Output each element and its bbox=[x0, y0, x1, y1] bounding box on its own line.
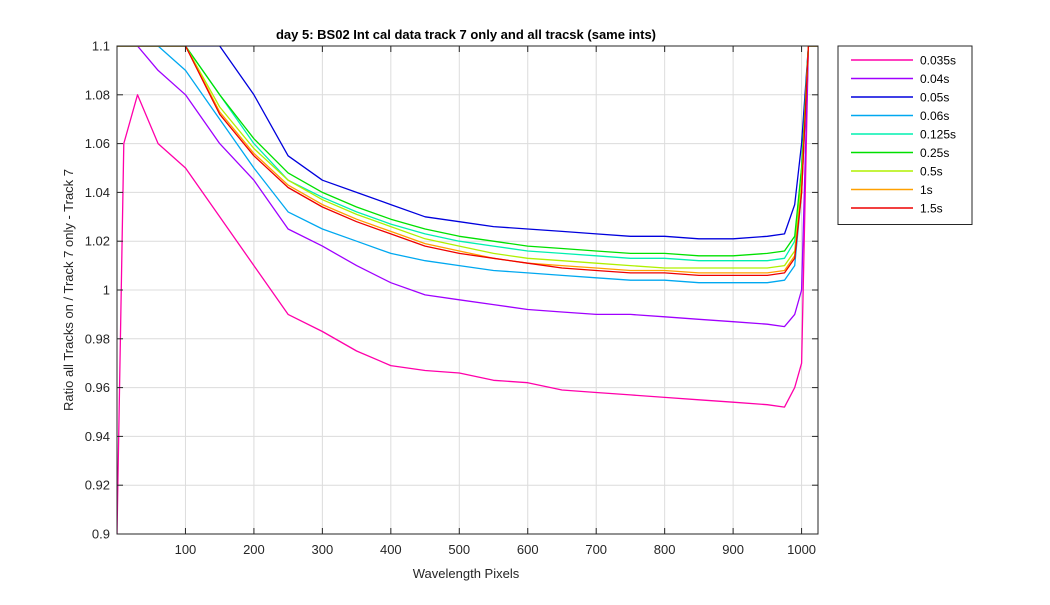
legend-entry: 0.06s bbox=[920, 109, 949, 123]
series-line-0.05s bbox=[117, 46, 818, 240]
legend-entry: 0.04s bbox=[920, 72, 949, 86]
legend-entry: 0.5s bbox=[920, 165, 943, 179]
x-tick-label: 100 bbox=[175, 542, 197, 557]
y-tick-label: 1 bbox=[103, 283, 110, 298]
legend-entry: 1.5s bbox=[920, 202, 943, 216]
x-tick-label: 200 bbox=[243, 542, 265, 557]
y-axis-label: Ratio all Tracks on / Track 7 only - Tra… bbox=[61, 169, 76, 411]
y-tick-label: 1.06 bbox=[85, 136, 110, 151]
y-tick-label: 0.92 bbox=[85, 478, 110, 493]
y-tick-label: 1.1 bbox=[92, 39, 110, 54]
y-tick-label: 0.9 bbox=[92, 527, 110, 542]
series-line-0.06s bbox=[117, 46, 818, 284]
chart-title: day 5: BS02 Int cal data track 7 only an… bbox=[276, 27, 656, 42]
legend-entry: 0.05s bbox=[920, 91, 949, 105]
x-tick-label: 500 bbox=[448, 542, 470, 557]
y-tick-label: 1.08 bbox=[85, 87, 110, 102]
y-tick-label: 0.94 bbox=[85, 429, 110, 444]
series-group bbox=[117, 46, 818, 534]
x-tick-label: 300 bbox=[312, 542, 334, 557]
legend: 0.035s 0.04s 0.05s 0.06s 0.125s 0.25s 0.5s 1s 1.… bbox=[837, 45, 973, 225]
x-tick-label: 900 bbox=[722, 542, 744, 557]
series-line-1.5s bbox=[117, 46, 818, 277]
y-tick-label: 0.96 bbox=[85, 380, 110, 395]
x-tick-label: 1000 bbox=[787, 542, 816, 557]
legend-box bbox=[837, 45, 973, 225]
x-axis-label: Wavelength Pixels bbox=[413, 566, 520, 581]
legend-entry: 1s bbox=[920, 183, 933, 197]
legend-entry: 0.125s bbox=[920, 128, 956, 142]
y-tick-label: 1.02 bbox=[85, 234, 110, 249]
y-tick-label: 1.04 bbox=[85, 185, 110, 200]
x-tick-label: 400 bbox=[380, 542, 402, 557]
y-tick-label: 0.98 bbox=[85, 331, 110, 346]
x-tick-label: 600 bbox=[517, 542, 539, 557]
series-line-0.5s bbox=[117, 46, 818, 269]
series-line-0.04s bbox=[117, 46, 818, 328]
series-line-0.25s bbox=[117, 46, 818, 257]
x-tick-label: 800 bbox=[654, 542, 676, 557]
legend-entry: 0.035s bbox=[920, 54, 956, 68]
ticks: 100 200 300 400 500 600 700 800 900 1000 0.9 0.92 0.… bbox=[85, 39, 818, 557]
legend-entry: 0.25s bbox=[920, 146, 949, 160]
series-line-0.035s bbox=[117, 46, 818, 534]
x-tick-label: 700 bbox=[585, 542, 607, 557]
